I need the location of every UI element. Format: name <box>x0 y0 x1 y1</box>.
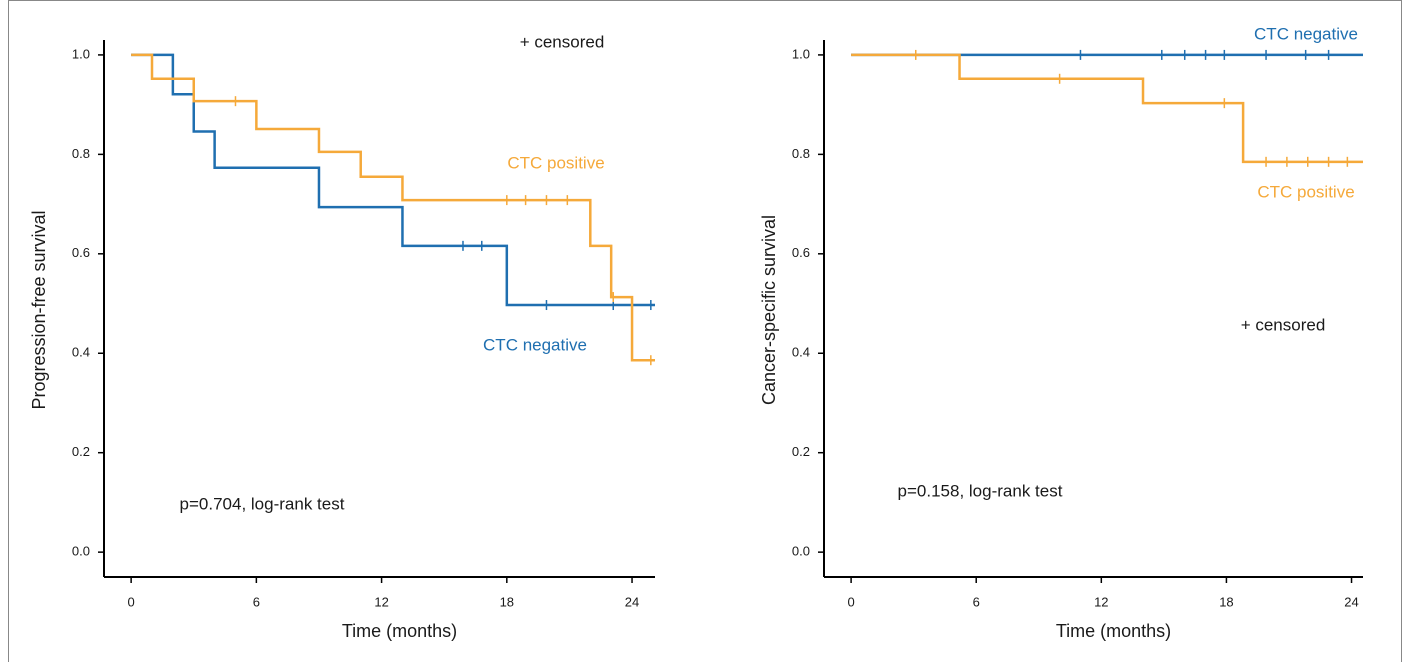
y-tick-label: 0.4 <box>792 345 810 360</box>
curve-label: CTC positive <box>1257 182 1354 201</box>
x-tick-label: 0 <box>128 594 135 609</box>
y-tick-label: 0.6 <box>792 245 810 260</box>
y-tick-label: 0.2 <box>792 444 810 459</box>
y-axis-label: Progression-free survival <box>29 210 49 409</box>
annotation: p=0.704, log-rank test <box>180 494 345 513</box>
y-tick-label: 0.0 <box>72 544 90 559</box>
x-tick-label: 12 <box>1094 594 1108 609</box>
y-tick-label: 1.0 <box>72 46 90 61</box>
x-tick-label: 6 <box>973 594 980 609</box>
x-axis-label: Time (months) <box>1056 621 1171 641</box>
curve-label: CTC negative <box>1254 24 1358 43</box>
y-tick-label: 0.8 <box>72 146 90 161</box>
x-axis-label: Time (months) <box>342 621 457 641</box>
y-axis-label: Cancer-specific survival <box>759 215 779 405</box>
x-tick-label: 24 <box>625 594 639 609</box>
annotation: + censored <box>520 32 605 51</box>
y-tick-label: 0.8 <box>792 146 810 161</box>
y-tick-label: 0.0 <box>792 544 810 559</box>
y-tick-label: 1.0 <box>792 46 810 61</box>
y-tick-label: 0.6 <box>72 245 90 260</box>
annotation: + censored <box>1241 315 1326 334</box>
curve-label: CTC positive <box>507 153 604 172</box>
frame <box>8 0 1402 662</box>
y-tick-label: 0.2 <box>72 444 90 459</box>
x-tick-label: 12 <box>374 594 388 609</box>
annotation: p=0.158, log-rank test <box>898 481 1063 500</box>
x-tick-label: 0 <box>847 594 854 609</box>
y-tick-label: 0.4 <box>72 345 90 360</box>
survival-curve <box>131 53 655 307</box>
x-tick-label: 24 <box>1344 594 1358 609</box>
x-tick-label: 18 <box>500 594 514 609</box>
curve-label: CTC negative <box>483 335 587 354</box>
survival-curve <box>131 53 655 362</box>
x-tick-label: 6 <box>253 594 260 609</box>
x-tick-label: 18 <box>1219 594 1233 609</box>
survival-curve <box>851 53 1363 164</box>
